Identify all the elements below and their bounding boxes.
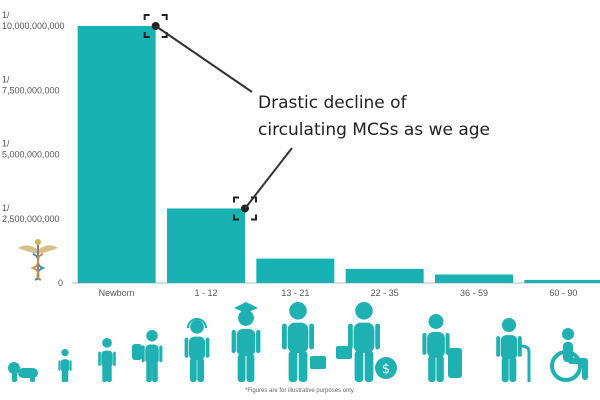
y-tick-label: 0 bbox=[58, 278, 63, 288]
bar-4 bbox=[435, 274, 513, 283]
annotation-line-2: circulating MCSs as we age bbox=[258, 120, 490, 140]
businessman-briefcase-icon bbox=[282, 302, 326, 382]
graduate-icon bbox=[231, 302, 261, 382]
annotation-line-1: Drastic decline of bbox=[258, 93, 408, 113]
wheelchair-icon bbox=[550, 328, 588, 382]
y-tick-label: 1/7,500,000,000 bbox=[2, 74, 60, 95]
annotation-pointer-0 bbox=[155, 25, 253, 93]
y-tick-label: 1/2,500,000,000 bbox=[2, 203, 60, 224]
bar-1 bbox=[167, 208, 245, 283]
toddler-icon bbox=[58, 349, 72, 382]
x-axis: Newborn 1 - 12 13 - 21 22 - 35 36 - 59 60 - 9… bbox=[99, 288, 578, 298]
x-tick-label: 60 - 90 bbox=[549, 288, 577, 298]
y-tick-label: 1/5,000,000,000 bbox=[2, 139, 60, 160]
traveler-suitcase-icon bbox=[422, 314, 462, 382]
x-tick-label: 1 - 12 bbox=[194, 288, 217, 298]
teen-headphones-icon bbox=[184, 318, 210, 382]
x-tick-label: 36 - 59 bbox=[460, 288, 488, 298]
elderly-cane-icon bbox=[496, 318, 531, 382]
x-tick-label: 13 - 21 bbox=[281, 288, 309, 298]
bars bbox=[77, 26, 600, 283]
life-stage-figures: $ bbox=[8, 302, 588, 382]
bar-3 bbox=[345, 268, 424, 283]
bar-0 bbox=[77, 26, 156, 283]
student-backpack-icon bbox=[132, 330, 163, 382]
y-tick-label: 1/10,000,000,000 bbox=[2, 10, 65, 31]
child-soccer-icon bbox=[98, 338, 116, 382]
baby-crawling-icon bbox=[8, 362, 38, 382]
annotation: Drastic decline of circulating MCSs as w… bbox=[143, 14, 490, 221]
annotation-pointer-1 bbox=[244, 147, 293, 210]
bar-2 bbox=[256, 258, 335, 283]
footnote: *Figures are for illustrative purposes o… bbox=[245, 388, 355, 394]
x-tick-label: Newborn bbox=[99, 288, 135, 298]
businessman-money-icon: $ bbox=[336, 302, 397, 382]
x-tick-label: 22 - 35 bbox=[371, 288, 399, 298]
caduceus-logo-icon bbox=[18, 239, 58, 281]
bar-5 bbox=[524, 279, 600, 283]
svg-text:$: $ bbox=[382, 362, 390, 377]
